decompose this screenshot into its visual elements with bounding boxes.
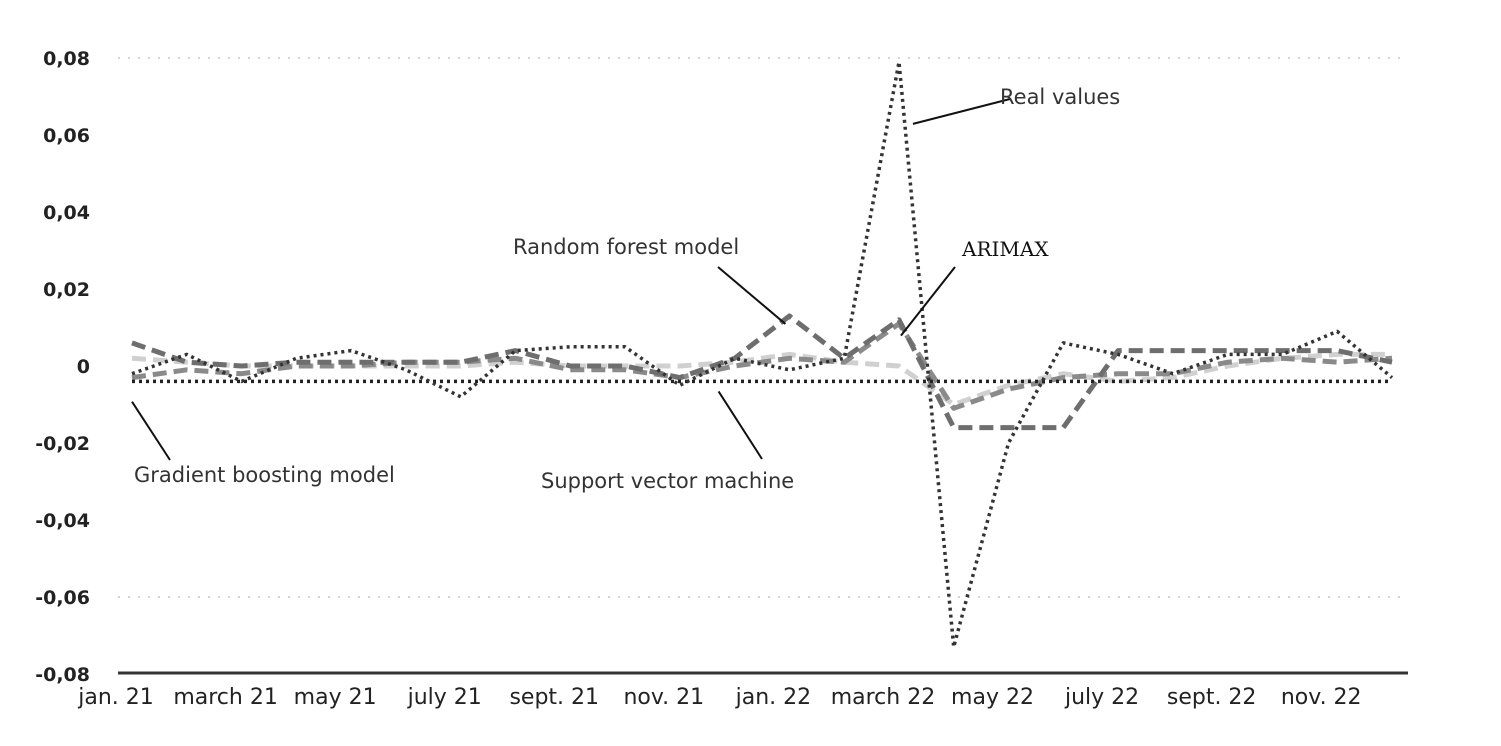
x-tick-label: march 21 — [173, 685, 278, 710]
annotation-leader — [900, 266, 956, 337]
annotation-leader — [912, 98, 1011, 125]
y-tick-label: 0,02 — [43, 279, 90, 301]
x-tick-label: july 22 — [1064, 685, 1139, 710]
series-line — [131, 60, 1394, 649]
x-tick-label: jan. 22 — [735, 685, 812, 710]
x-tick-label: march 22 — [831, 685, 936, 710]
grid-lines — [118, 57, 1408, 598]
annotation-label: ARIMAX — [961, 237, 1049, 261]
y-tick-label: 0,06 — [43, 125, 90, 147]
annotation-label: Support vector machine — [541, 469, 794, 493]
y-tick-label: 0,08 — [43, 48, 90, 70]
x-tick-label: may 22 — [951, 685, 1034, 710]
annotations: Real values Random forest model ARIMAX Grad… — [131, 85, 1120, 493]
annotation-leader — [131, 401, 171, 461]
annotation-leader — [717, 266, 787, 325]
annotation-label: Real values — [1000, 85, 1120, 109]
series-line — [131, 313, 1393, 431]
annotation-label: Random forest model — [513, 235, 739, 259]
x-tick-labels: jan. 21 march 21 may 21 july 21 sept. 21 nov.… — [77, 685, 1361, 710]
x-tick-label: july 21 — [407, 685, 482, 710]
series-lines — [131, 60, 1394, 649]
x-tick-label: sept. 21 — [509, 685, 599, 710]
x-tick-label: sept. 22 — [1167, 685, 1257, 710]
x-tick-label: jan. 21 — [77, 685, 154, 710]
series-line — [131, 321, 1393, 411]
y-tick-label: -0,02 — [35, 433, 90, 455]
y-tick-labels: 0,08 0,06 0,04 0,02 0 -0,02 -0,04 -0,06 -0,08 — [35, 48, 90, 686]
y-tick-label: -0,06 — [35, 587, 90, 609]
x-tick-label: nov. 22 — [1281, 685, 1362, 710]
annotation-label: Gradient boosting model — [134, 463, 395, 487]
y-tick-label: -0,08 — [35, 664, 90, 686]
y-tick-label: 0 — [77, 356, 90, 378]
y-tick-label: -0,04 — [35, 510, 90, 532]
x-tick-label: may 21 — [294, 685, 377, 710]
y-tick-label: 0,04 — [43, 202, 90, 224]
annotation-leader — [717, 390, 763, 460]
x-tick-label: nov. 21 — [623, 685, 704, 710]
